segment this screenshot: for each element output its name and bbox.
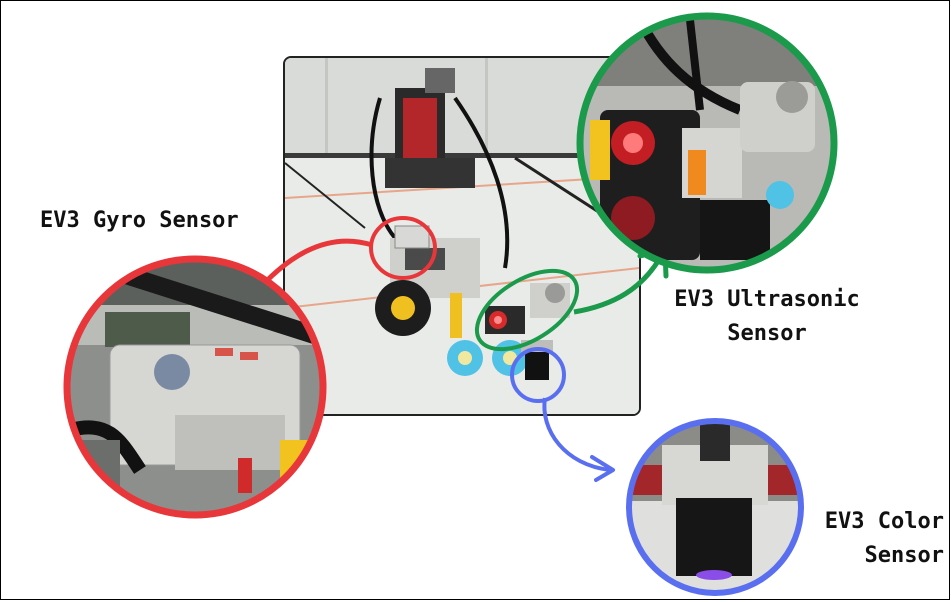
- color-label-line2: Sensor: [864, 543, 944, 568]
- gyro-zoom-view: [63, 255, 327, 519]
- color-arrow: [542, 397, 611, 472]
- ultrasonic-zoom-view: [576, 12, 838, 274]
- gyro-sensor-label: EV3 Gyro Sensor: [40, 208, 239, 233]
- robot-photo: [283, 56, 641, 416]
- ultrasonic-label-line1: EV3 Ultrasonic: [674, 287, 860, 312]
- color-label-line1: EV3 Color: [824, 509, 944, 534]
- ultrasonic-arrow: [573, 256, 663, 315]
- color-sensor-label: EV3 Color Sensor: [812, 505, 944, 573]
- ultrasonic-highlight-circle: [474, 268, 580, 352]
- color-highlight-circle: [510, 347, 566, 403]
- ultrasonic-sensor-label: EV3 Ultrasonic Sensor: [667, 283, 867, 351]
- gyro-highlight-circle: [369, 216, 437, 280]
- ultrasonic-label-line2: Sensor: [727, 321, 807, 346]
- color-zoom-view: [626, 418, 804, 596]
